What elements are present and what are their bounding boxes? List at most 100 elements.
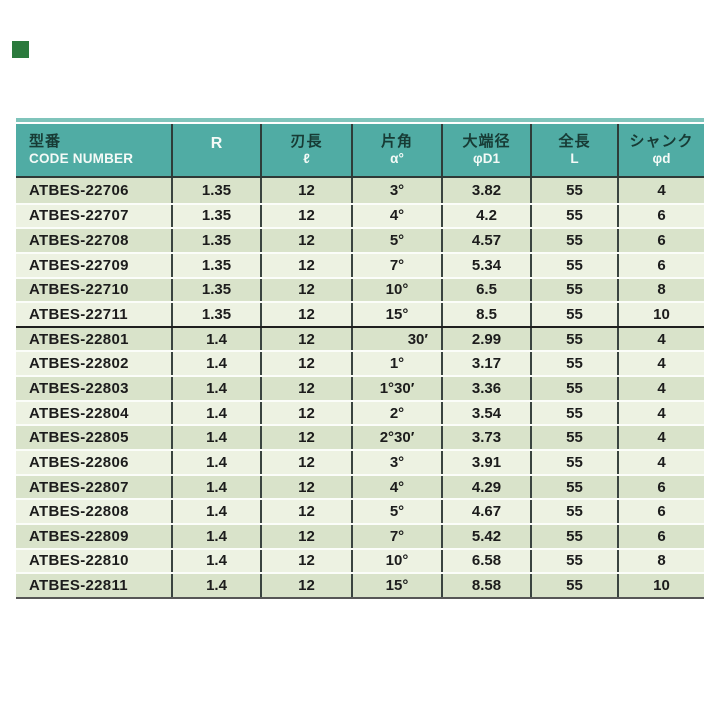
cell-shank-dia: 6 xyxy=(617,524,704,548)
header-col-large-end-dia: 大端径 φD1 xyxy=(441,124,530,176)
cell-shank-dia: 4 xyxy=(617,377,704,400)
cell-edge-length: 12 xyxy=(260,253,351,277)
cell-code-number: ATBES-22710 xyxy=(29,281,129,299)
cell-edge-length: 12 xyxy=(260,178,351,203)
table-row: ATBES-22706 1.35 12 3° 3.82 55 4 xyxy=(16,178,704,203)
cell-half-angle: 5° xyxy=(351,500,441,523)
cell-edge-length: 12 xyxy=(260,204,351,228)
cell-r: 1.35 xyxy=(171,178,260,203)
table-header-row: 型番 CODE NUMBER R 刃長 ℓ 片角 α° 大端径 φD1 全長 L xyxy=(16,124,704,178)
header-sub-code: CODE NUMBER xyxy=(29,151,134,167)
cell-half-angle: 1°30′ xyxy=(351,377,441,400)
header-label-edge-length: 刃長 xyxy=(290,132,323,150)
header-symbol-r: R xyxy=(210,134,223,152)
table-row: ATBES-22707 1.35 12 4° 4.2 55 6 xyxy=(16,202,704,228)
cell-code-number: ATBES-22809 xyxy=(29,527,129,545)
cell-large-end-dia: 8.58 xyxy=(441,574,530,597)
cell-large-end-dia: 3.73 xyxy=(441,426,530,450)
cell-half-angle: 3° xyxy=(351,451,441,474)
cell-edge-length: 12 xyxy=(260,352,351,376)
cell-overall-length: 55 xyxy=(530,574,617,597)
cell-large-end-dia: 5.42 xyxy=(441,524,530,548)
cell-large-end-dia: 3.82 xyxy=(441,178,530,203)
cell-edge-length: 12 xyxy=(260,475,351,499)
cell-overall-length: 55 xyxy=(530,327,617,351)
table-row: ATBES-22801 1.4 12 30′ 2.99 55 4 xyxy=(16,325,704,351)
cell-code-number: ATBES-22708 xyxy=(29,232,129,250)
cell-large-end-dia: 3.91 xyxy=(441,451,530,474)
cell-half-angle: 7° xyxy=(351,253,441,277)
cell-overall-length: 55 xyxy=(530,549,617,573)
cell-large-end-dia: 4.67 xyxy=(441,500,530,523)
cell-half-angle: 2°30′ xyxy=(351,426,441,450)
cell-half-angle: 3° xyxy=(351,178,441,203)
cell-half-angle: 15° xyxy=(351,574,441,597)
cell-large-end-dia: 5.34 xyxy=(441,253,530,277)
cell-edge-length: 12 xyxy=(260,524,351,548)
cell-shank-dia: 4 xyxy=(617,401,704,425)
cell-half-angle: 4° xyxy=(351,475,441,499)
cell-r: 1.4 xyxy=(171,475,260,499)
cell-code-number: ATBES-22711 xyxy=(29,306,128,324)
cell-half-angle: 30′ xyxy=(351,327,441,351)
cell-r: 1.4 xyxy=(171,426,260,450)
spec-table: 型番 CODE NUMBER R 刃長 ℓ 片角 α° 大端径 φD1 全長 L xyxy=(16,118,704,599)
cell-r: 1.4 xyxy=(171,524,260,548)
cell-large-end-dia: 4.57 xyxy=(441,229,530,252)
cell-edge-length: 12 xyxy=(260,377,351,400)
header-symbol-half-angle: α° xyxy=(390,151,404,167)
cell-code-number: ATBES-22803 xyxy=(29,379,129,397)
cell-edge-length: 12 xyxy=(260,327,351,351)
cell-overall-length: 55 xyxy=(530,303,617,326)
header-label-half-angle: 片角 xyxy=(380,132,413,150)
cell-r: 1.4 xyxy=(171,377,260,400)
cell-overall-length: 55 xyxy=(530,253,617,277)
cell-code-number: ATBES-22707 xyxy=(29,207,129,225)
cell-large-end-dia: 6.5 xyxy=(441,278,530,302)
cell-code-number: ATBES-22709 xyxy=(29,256,129,274)
cell-large-end-dia: 3.36 xyxy=(441,377,530,400)
table-row: ATBES-22811 1.4 12 15° 8.58 55 10 xyxy=(16,572,704,597)
header-col-half-angle: 片角 α° xyxy=(351,124,441,176)
cell-edge-length: 12 xyxy=(260,278,351,302)
cell-edge-length: 12 xyxy=(260,549,351,573)
cell-shank-dia: 4 xyxy=(617,451,704,474)
cell-half-angle: 1° xyxy=(351,352,441,376)
header-col-r: R xyxy=(171,124,260,176)
table-row: ATBES-22809 1.4 12 7° 5.42 55 6 xyxy=(16,522,704,548)
cell-large-end-dia: 6.58 xyxy=(441,549,530,573)
cell-shank-dia: 10 xyxy=(617,303,704,326)
cell-overall-length: 55 xyxy=(530,500,617,523)
cell-overall-length: 55 xyxy=(530,278,617,302)
cell-shank-dia: 8 xyxy=(617,549,704,573)
cell-r: 1.4 xyxy=(171,327,260,351)
cell-half-angle: 10° xyxy=(351,278,441,302)
cell-half-angle: 15° xyxy=(351,303,441,326)
header-label-overall-length: 全長 xyxy=(558,132,591,150)
cell-half-angle: 10° xyxy=(351,549,441,573)
table-row: ATBES-22710 1.35 12 10° 6.5 55 8 xyxy=(16,276,704,302)
cell-shank-dia: 8 xyxy=(617,278,704,302)
cell-r: 1.4 xyxy=(171,500,260,523)
cell-code-number: ATBES-22802 xyxy=(29,355,129,373)
cell-overall-length: 55 xyxy=(530,426,617,450)
cell-edge-length: 12 xyxy=(260,303,351,326)
cell-half-angle: 5° xyxy=(351,229,441,252)
table-row: ATBES-22804 1.4 12 2° 3.54 55 4 xyxy=(16,399,704,425)
table-row: ATBES-22803 1.4 12 1°30′ 3.36 55 4 xyxy=(16,375,704,400)
cell-shank-dia: 6 xyxy=(617,500,704,523)
cell-code-number: ATBES-22806 xyxy=(29,453,129,471)
table-row: ATBES-22802 1.4 12 1° 3.17 55 4 xyxy=(16,350,704,376)
cell-edge-length: 12 xyxy=(260,401,351,425)
cell-large-end-dia: 3.17 xyxy=(441,352,530,376)
cell-shank-dia: 4 xyxy=(617,178,704,203)
cell-r: 1.4 xyxy=(171,574,260,597)
cell-code-number: ATBES-22811 xyxy=(29,577,128,595)
cell-r: 1.4 xyxy=(171,401,260,425)
cell-overall-length: 55 xyxy=(530,178,617,203)
cell-shank-dia: 4 xyxy=(617,327,704,351)
header-symbol-large-end-dia: φD1 xyxy=(473,151,500,167)
cell-code-number: ATBES-22805 xyxy=(29,429,129,447)
cell-shank-dia: 10 xyxy=(617,574,704,597)
cell-overall-length: 55 xyxy=(530,229,617,252)
